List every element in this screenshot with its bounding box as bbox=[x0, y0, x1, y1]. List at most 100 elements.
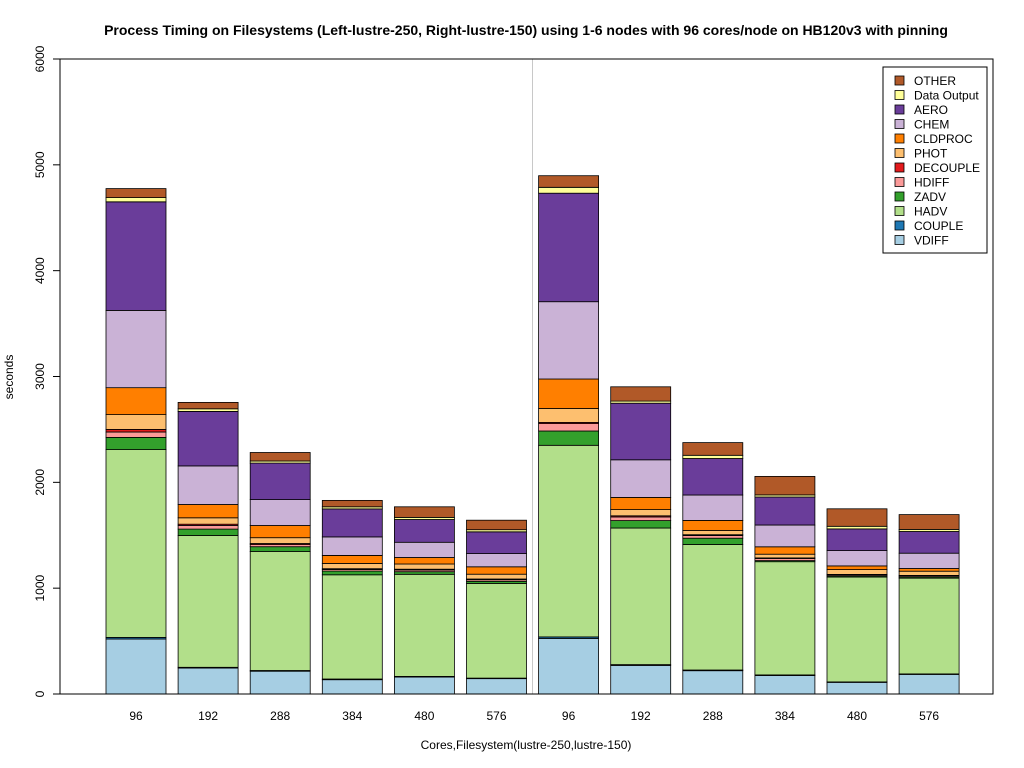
x-tick-label: 576 bbox=[919, 709, 939, 723]
bar-segment-cldproc bbox=[538, 378, 599, 409]
bar-segment-hadv bbox=[538, 444, 599, 638]
bar-segment-hadv bbox=[754, 561, 816, 676]
bar-segment-hdiff bbox=[177, 525, 239, 530]
bar-segment-vdiff bbox=[105, 638, 167, 695]
bar-segment-aero bbox=[538, 192, 599, 303]
bar-segment-other bbox=[249, 452, 311, 462]
bar-segment-cldproc bbox=[466, 566, 527, 575]
bar-segment-zadv bbox=[249, 546, 311, 552]
x-tick-label: 480 bbox=[847, 709, 867, 723]
bar-segment-zadv bbox=[538, 430, 599, 446]
legend-label: HDIFF bbox=[914, 176, 949, 190]
bar-segment-aero bbox=[754, 496, 816, 526]
legend-swatch bbox=[894, 75, 905, 86]
legend-swatch bbox=[894, 235, 905, 245]
bar-segment-phot bbox=[826, 569, 888, 575]
bar-segment-cldproc bbox=[177, 504, 239, 519]
x-tick-label: 288 bbox=[270, 709, 290, 723]
x-tick-label: 192 bbox=[631, 709, 651, 723]
bar-segment-aero bbox=[898, 531, 960, 554]
legend-swatch bbox=[894, 220, 905, 231]
bar-segment-hadv bbox=[826, 576, 888, 683]
bar-segment-aero bbox=[682, 458, 744, 496]
legend-swatch bbox=[894, 133, 905, 144]
bar-segment-other bbox=[754, 475, 816, 496]
x-tick-label: 96 bbox=[129, 709, 143, 723]
bar-segment-chem bbox=[105, 309, 167, 389]
bar-segment-phot bbox=[105, 414, 167, 430]
y-tick-label: 4000 bbox=[33, 257, 47, 284]
bar-segment-chem bbox=[466, 553, 527, 568]
bar-segment-phot bbox=[321, 563, 383, 570]
bar-segment-hadv bbox=[249, 551, 311, 671]
bar-segment-hadv bbox=[466, 583, 527, 679]
legend-label: CLDPROC bbox=[914, 132, 973, 146]
bar-segment-other bbox=[105, 188, 167, 199]
bar-segment-zadv bbox=[321, 570, 383, 576]
bar-segment-chem bbox=[826, 550, 888, 567]
bar-segment-chem bbox=[177, 465, 239, 505]
bar-segment-vdiff bbox=[177, 667, 239, 695]
bar-segment-hdiff bbox=[610, 516, 672, 522]
bar-segment-chem bbox=[754, 524, 816, 548]
bar-segment-hadv bbox=[105, 449, 167, 638]
bar-segment-phot bbox=[466, 573, 527, 580]
bar-segment-other bbox=[177, 401, 239, 410]
bar-segment-phot bbox=[393, 563, 455, 570]
axis-layer: 96 192 288 384 480 576 96 192 288 384 480 576 0 1000 2… bbox=[33, 45, 994, 723]
bar-segment-aero bbox=[249, 462, 311, 501]
bar-segment-hadv bbox=[393, 573, 455, 677]
legend-label: HADV bbox=[914, 205, 947, 219]
bar-segment-other bbox=[898, 514, 960, 530]
x-tick-label: 480 bbox=[414, 709, 434, 723]
bar-segment-phot bbox=[754, 553, 816, 559]
bar-segment-vdiff bbox=[610, 665, 672, 695]
bar-segment-hadv bbox=[898, 577, 960, 675]
y-tick-label: 0 bbox=[33, 690, 47, 697]
x-tick-label: 384 bbox=[342, 709, 362, 723]
bar-segment-cldproc bbox=[610, 496, 672, 510]
bar-segment-data-output bbox=[682, 454, 744, 459]
legend-label: AERO bbox=[914, 103, 948, 117]
bars-layer bbox=[105, 59, 960, 695]
bar-segment-chem bbox=[249, 499, 311, 526]
legend-label: Data Output bbox=[914, 89, 979, 103]
legend-swatch bbox=[894, 177, 905, 187]
bar-segment-chem bbox=[393, 541, 455, 558]
x-tick-label: 576 bbox=[486, 709, 506, 723]
bar-segment-vdiff bbox=[466, 678, 527, 695]
y-tick-label: 3000 bbox=[33, 363, 47, 390]
bar-segment-zadv bbox=[105, 436, 167, 450]
bar-segment-chem bbox=[898, 552, 960, 569]
legend-swatch bbox=[894, 90, 905, 100]
bar-segment-other bbox=[393, 506, 455, 518]
bar-segment-other bbox=[826, 508, 888, 527]
bar-segment-vdiff bbox=[898, 674, 960, 695]
y-tick-label: 6000 bbox=[33, 45, 47, 72]
bar-segment-cldproc bbox=[826, 565, 888, 571]
bar-segment-other bbox=[466, 519, 527, 531]
legend-swatch bbox=[894, 162, 905, 173]
legend-swatch bbox=[894, 104, 905, 115]
legend-label: DECOUPLE bbox=[914, 161, 980, 175]
chart-title: Process Timing on Filesystems (Left-lust… bbox=[104, 22, 948, 38]
x-axis-label: Cores,Filesystem(lustre-250,lustre-150) bbox=[421, 738, 632, 752]
bar-segment-chem bbox=[682, 494, 744, 521]
legend-label: OTHER bbox=[914, 74, 956, 88]
x-tick-label: 96 bbox=[562, 709, 576, 723]
legend-label: COUPLE bbox=[914, 219, 963, 233]
bar-segment-hadv bbox=[177, 535, 239, 668]
bar-segment-cldproc bbox=[249, 525, 311, 539]
bar-segment-chem bbox=[321, 536, 383, 556]
bar-segment-vdiff bbox=[249, 670, 311, 695]
legend-label: CHEM bbox=[914, 118, 949, 132]
bar-segment-phot bbox=[610, 509, 672, 517]
bar-segment-vdiff bbox=[682, 670, 744, 695]
bar-segment-vdiff bbox=[321, 679, 383, 695]
bar-segment-zadv bbox=[682, 537, 744, 545]
bar-segment-vdiff bbox=[538, 638, 599, 695]
bar-segment-vdiff bbox=[754, 675, 816, 695]
legend-swatch bbox=[894, 191, 905, 202]
